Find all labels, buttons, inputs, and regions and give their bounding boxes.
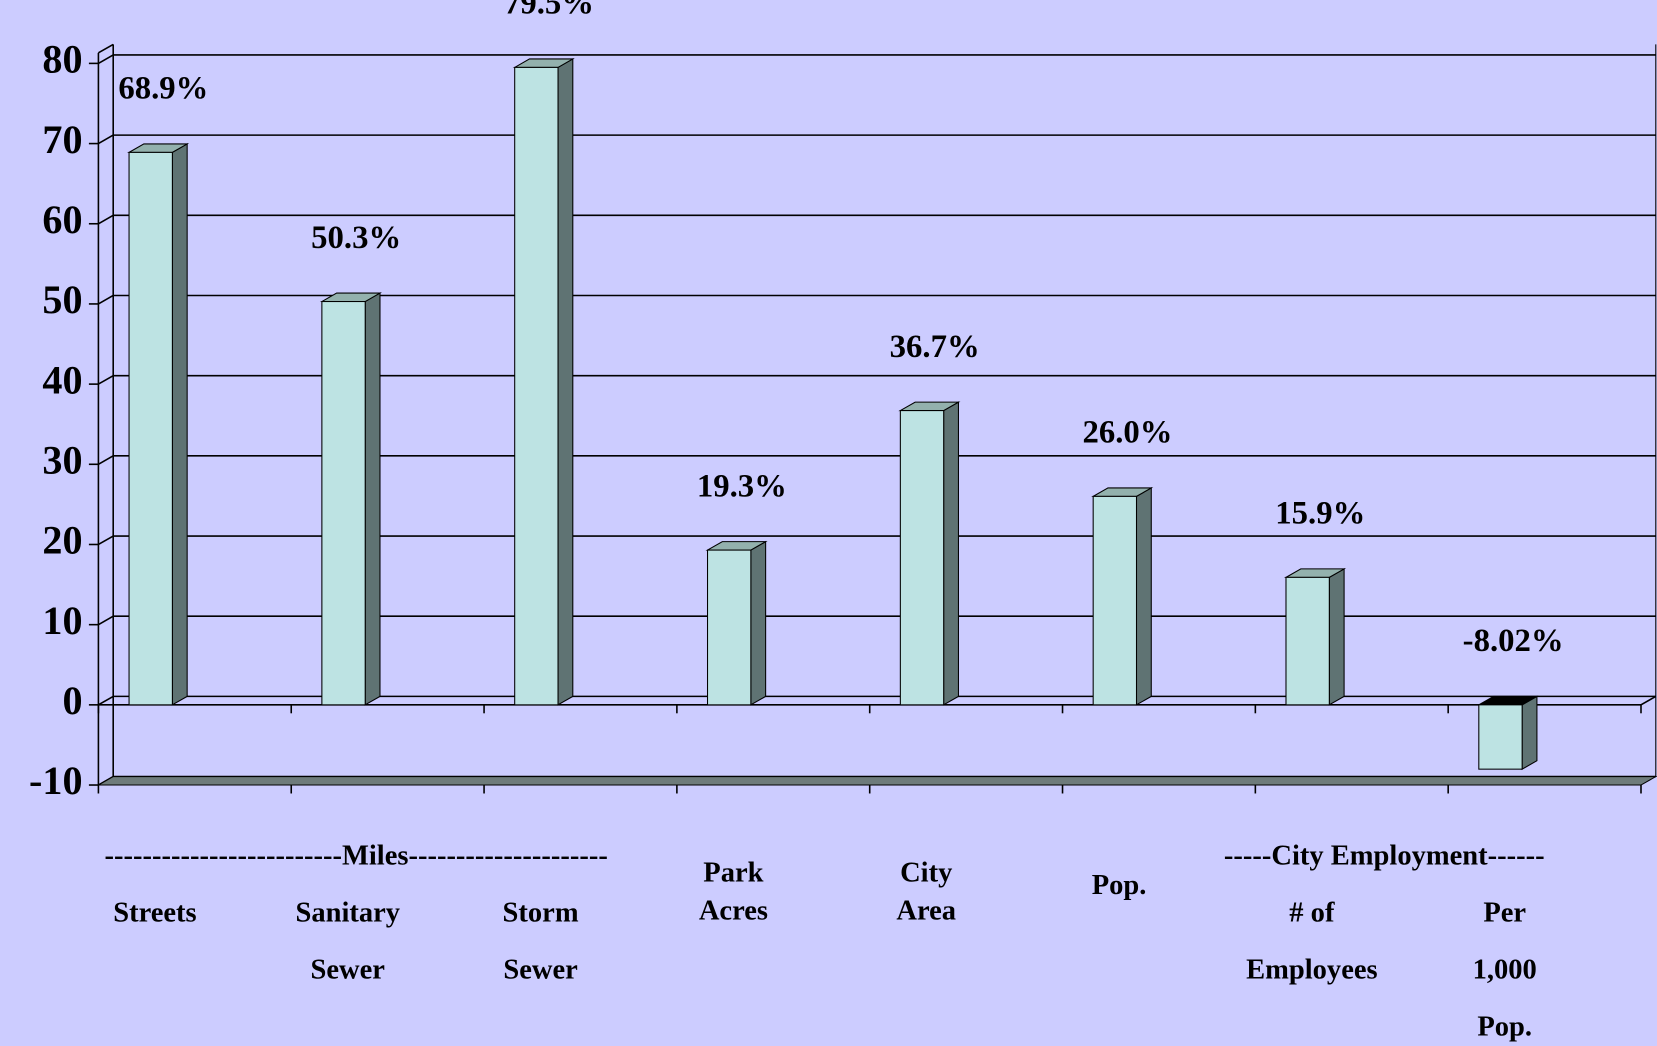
y-tick-label: 50 — [42, 277, 82, 322]
x-tick-label: Per — [1483, 898, 1526, 929]
bar-side — [1135, 487, 1152, 706]
bar — [1091, 487, 1154, 706]
y-tick-label: 10 — [42, 598, 82, 643]
bar — [319, 292, 382, 706]
grid-side — [98, 695, 114, 706]
value-label: 79.5% — [504, 0, 594, 22]
bar-side — [364, 292, 381, 706]
bar — [898, 401, 961, 706]
x-tick-label: Pop. — [1092, 870, 1147, 901]
bar-side — [171, 143, 188, 706]
top-edge — [98, 43, 114, 54]
grid-side — [98, 374, 114, 385]
value-label: -8.02% — [1463, 623, 1564, 659]
y-tick-label: 80 — [42, 37, 82, 82]
grid-side — [98, 455, 114, 465]
bar — [1284, 567, 1347, 706]
value-label: 19.3% — [697, 468, 787, 504]
grid-side — [98, 535, 114, 546]
bar-front — [1478, 704, 1523, 770]
value-label: 26.0% — [1082, 415, 1172, 451]
bar-side — [943, 401, 959, 706]
x-tick-label: Pop. — [1477, 1012, 1532, 1043]
bar — [127, 143, 190, 706]
bar — [1476, 695, 1539, 771]
grid-side — [98, 134, 114, 145]
grid-side — [98, 615, 114, 626]
bar-front — [128, 151, 173, 706]
value-label: 15.9% — [1275, 496, 1365, 532]
y-tick-label: 70 — [42, 117, 82, 162]
y-tick-label: 40 — [42, 357, 82, 402]
x-tick-label: Acres — [699, 895, 768, 926]
bar — [512, 58, 575, 706]
y-tick-label: 30 — [42, 438, 82, 483]
bar-front — [706, 549, 752, 706]
bar-front — [321, 301, 366, 706]
x-tick-label: Sanitary — [295, 898, 400, 929]
y-tick-label: 60 — [42, 197, 82, 242]
x-tick-label: Park — [703, 857, 763, 888]
bar-side — [1521, 695, 1538, 771]
grid-side — [98, 214, 114, 225]
value-label: 36.7% — [890, 329, 980, 365]
group-label: -----City Employment------ — [1224, 840, 1545, 871]
x-tick-label: Employees — [1246, 955, 1377, 986]
group-label: -------------------------Miles----------… — [105, 840, 608, 871]
bar-front — [514, 66, 559, 706]
floor — [96, 776, 1657, 786]
grid-side — [98, 54, 114, 65]
x-tick-label: Sewer — [503, 955, 578, 986]
x-tick-label: Streets — [113, 898, 196, 929]
bar-side — [750, 540, 767, 706]
bar-side — [557, 58, 574, 706]
bar — [705, 540, 768, 706]
bar-front — [899, 410, 945, 706]
y-tick-label: 0 — [63, 678, 83, 723]
y-tick-label: 20 — [42, 518, 82, 563]
bar-side — [1328, 567, 1345, 706]
bar-front — [1092, 495, 1138, 706]
x-tick-label: Sewer — [311, 955, 386, 986]
x-tick-label: City — [900, 857, 952, 888]
zero-edge — [1640, 695, 1657, 706]
grid-side — [98, 294, 114, 305]
x-tick-label: Area — [896, 895, 956, 926]
y-tick-label: -10 — [29, 758, 83, 803]
value-label: 68.9% — [118, 71, 208, 107]
bar-front — [1285, 576, 1330, 706]
x-tick-label: 1,000 — [1473, 955, 1537, 986]
value-label: 50.3% — [311, 220, 401, 256]
x-tick-label: # of — [1289, 898, 1335, 929]
x-tick-label: Storm — [503, 898, 579, 929]
